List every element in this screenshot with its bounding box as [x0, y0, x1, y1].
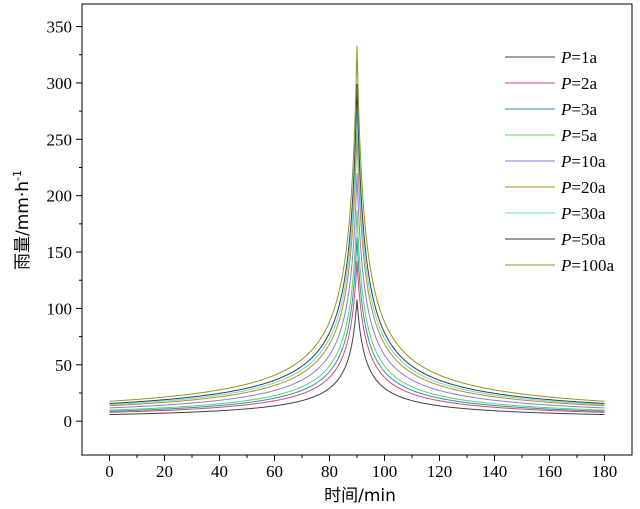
- series-line-p-20a: [109, 132, 605, 407]
- x-tick-label: 80: [321, 462, 338, 481]
- legend-label-p: P: [560, 100, 571, 119]
- svg-text:雨量/mm·h-1: 雨量/mm·h-1: [11, 170, 33, 270]
- legend-label: P=5a: [560, 126, 597, 145]
- plot-border: [81, 3, 633, 456]
- series-line-p-3a: [109, 237, 605, 412]
- legend-label: P=10a: [560, 152, 606, 171]
- y-tick-label: 50: [55, 356, 72, 375]
- legend-label-value: =50a: [571, 230, 606, 249]
- legend-label: P=1a: [560, 48, 597, 67]
- y-tick-label: 350: [47, 18, 73, 37]
- y-axis-title: 雨量/mm·h-1: [11, 170, 33, 270]
- legend-label-p: P: [560, 230, 571, 249]
- legend-label-value: =3a: [571, 100, 597, 119]
- x-tick-label: 100: [372, 462, 398, 481]
- plot-frame: [81, 3, 633, 456]
- y-tick-label: 300: [47, 74, 73, 93]
- legend-label-p: P: [560, 204, 571, 223]
- x-axis-title: 时间/min: [324, 486, 396, 506]
- x-tick-label: 40: [211, 462, 228, 481]
- legend: P=1aP=2aP=3aP=5aP=10aP=20aP=30aP=50aP=10…: [505, 48, 614, 275]
- y-tick-label: 0: [64, 412, 73, 431]
- series-line-p-5a: [109, 210, 605, 411]
- legend-label-value: =20a: [571, 178, 606, 197]
- legend-label-value: =10a: [571, 152, 606, 171]
- series-line-p-10a: [109, 173, 605, 409]
- y-axis-title-sup: -1: [11, 170, 24, 181]
- legend-label-p: P: [560, 178, 571, 197]
- series-line-p-1a: [109, 299, 605, 416]
- legend-label: P=2a: [560, 74, 597, 93]
- y-tick-label: 200: [47, 187, 73, 206]
- legend-label-value: =1a: [571, 48, 597, 67]
- legend-label-p: P: [560, 74, 571, 93]
- x-tick-label: 60: [266, 462, 283, 481]
- series-line-p-50a: [109, 84, 605, 404]
- legend-label-p: P: [560, 152, 571, 171]
- axes: 0 20 40 60 80 100 120 140 160 180 0 50 100 150 200 250 3…: [47, 18, 618, 481]
- legend-label-p: P: [560, 256, 571, 275]
- legend-label: P=3a: [560, 100, 597, 119]
- x-tick-label: 120: [427, 462, 453, 481]
- x-tick-label: 20: [156, 462, 173, 481]
- legend-label: P=100a: [560, 256, 614, 275]
- x-tick-label: 180: [592, 462, 618, 481]
- series-line-p-30a: [109, 111, 605, 406]
- y-tick-label: 100: [47, 299, 73, 318]
- legend-label: P=20a: [560, 178, 606, 197]
- legend-label-value: =5a: [571, 126, 597, 145]
- y-axis-title-main: 雨量/mm·h: [13, 181, 33, 270]
- legend-label: P=50a: [560, 230, 606, 249]
- y-tick-label: 150: [47, 243, 73, 262]
- legend-label-value: =30a: [571, 204, 606, 223]
- series-line-p-100a: [109, 45, 605, 402]
- legend-label: P=30a: [560, 204, 606, 223]
- series-line-p-2a: [109, 261, 605, 413]
- x-tick-label: 160: [537, 462, 563, 481]
- series-layer: [109, 45, 605, 416]
- legend-label-value: =2a: [571, 74, 597, 93]
- legend-label-value: =100a: [571, 256, 614, 275]
- legend-label-p: P: [560, 48, 571, 67]
- y-tick-label: 250: [47, 130, 73, 149]
- legend-label-p: P: [560, 126, 571, 145]
- x-tick-label: 0: [105, 462, 114, 481]
- x-tick-label: 140: [482, 462, 508, 481]
